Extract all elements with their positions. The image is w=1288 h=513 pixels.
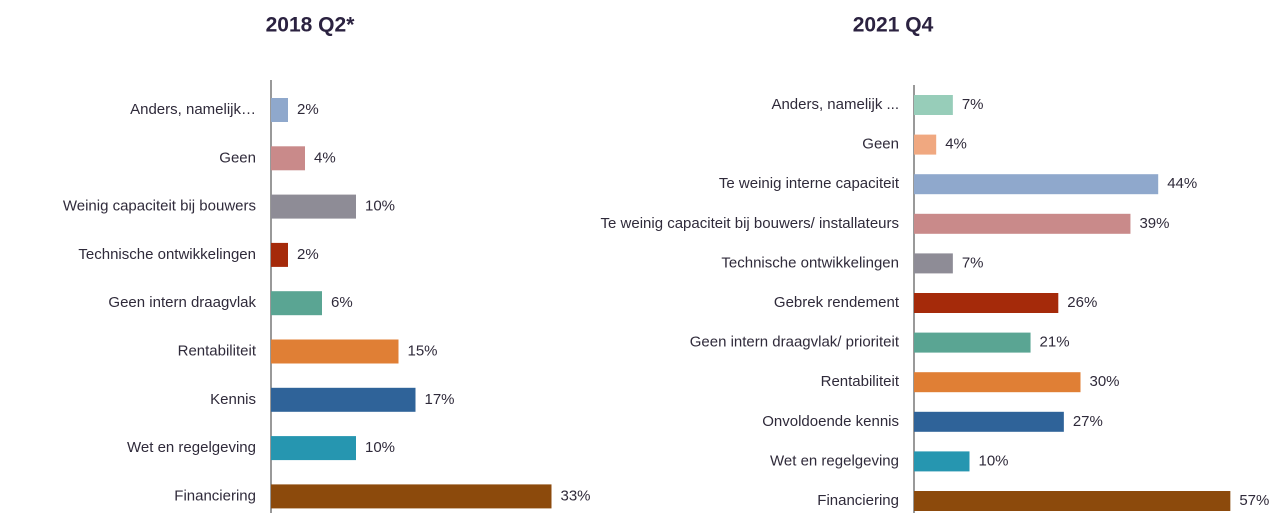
category-label: Wet en regelgeving	[127, 439, 256, 456]
bar	[271, 484, 552, 509]
category-label: Financiering	[817, 492, 899, 509]
value-label: 21%	[1040, 334, 1070, 351]
bar	[914, 451, 970, 472]
value-label: 26%	[1067, 294, 1097, 311]
category-label: Geen	[862, 136, 899, 153]
bar	[271, 242, 288, 267]
bar	[914, 411, 1064, 432]
bar	[914, 253, 953, 274]
bar	[271, 146, 305, 171]
category-label: Te weinig interne capaciteit	[719, 175, 900, 192]
category-label: Weinig capaciteit bij bouwers	[63, 198, 256, 215]
value-label: 7%	[962, 96, 984, 113]
bar	[914, 95, 953, 115]
bar	[914, 293, 1059, 313]
value-label: 10%	[979, 452, 1009, 469]
value-label: 6%	[331, 294, 353, 311]
value-label: 10%	[365, 198, 395, 215]
category-label: Gebrek rendement	[774, 294, 900, 311]
bar	[271, 387, 416, 412]
bar	[914, 491, 1231, 511]
category-label: Financiering	[174, 487, 256, 504]
category-label: Geen intern draagvlak	[108, 294, 256, 311]
value-label: 30%	[1090, 373, 1120, 390]
category-label: Anders, namelijk…	[130, 101, 256, 118]
value-label: 57%	[1239, 492, 1269, 509]
value-label: 17%	[425, 391, 455, 408]
category-label: Technische ontwikkelingen	[721, 254, 899, 271]
value-label: 27%	[1073, 413, 1103, 430]
category-label: Rentabiliteit	[178, 342, 257, 359]
bar	[914, 332, 1031, 353]
category-label: Te weinig capaciteit bij bouwers/ instal…	[601, 215, 899, 232]
value-label: 33%	[561, 487, 591, 504]
bar	[271, 339, 399, 364]
value-label: 2%	[297, 101, 319, 118]
bar	[914, 372, 1081, 393]
value-label: 2%	[297, 246, 319, 263]
bar	[914, 174, 1159, 195]
value-label: 4%	[945, 136, 967, 153]
category-label: Kennis	[210, 391, 256, 408]
category-label: Rentabiliteit	[821, 373, 900, 390]
category-label: Technische ontwikkelingen	[78, 246, 256, 263]
value-label: 44%	[1167, 175, 1197, 192]
bar	[271, 436, 356, 461]
category-label: Onvoldoende kennis	[762, 413, 899, 430]
category-label: Anders, namelijk ...	[771, 96, 899, 113]
category-label: Wet en regelgeving	[770, 452, 899, 469]
bar	[271, 291, 322, 316]
value-label: 4%	[314, 149, 336, 166]
value-label: 10%	[365, 439, 395, 456]
bar	[914, 213, 1131, 234]
chart-title: 2021 Q4	[853, 14, 934, 37]
value-label: 39%	[1139, 215, 1169, 232]
value-label: 15%	[408, 342, 438, 359]
chart-title: 2018 Q2*	[266, 14, 356, 37]
bar	[271, 194, 356, 219]
category-label: Geen	[219, 149, 256, 166]
bar	[914, 134, 937, 155]
value-label: 7%	[962, 254, 984, 271]
bar	[271, 98, 288, 122]
category-label: Geen intern draagvlak/ prioriteit	[690, 334, 900, 351]
